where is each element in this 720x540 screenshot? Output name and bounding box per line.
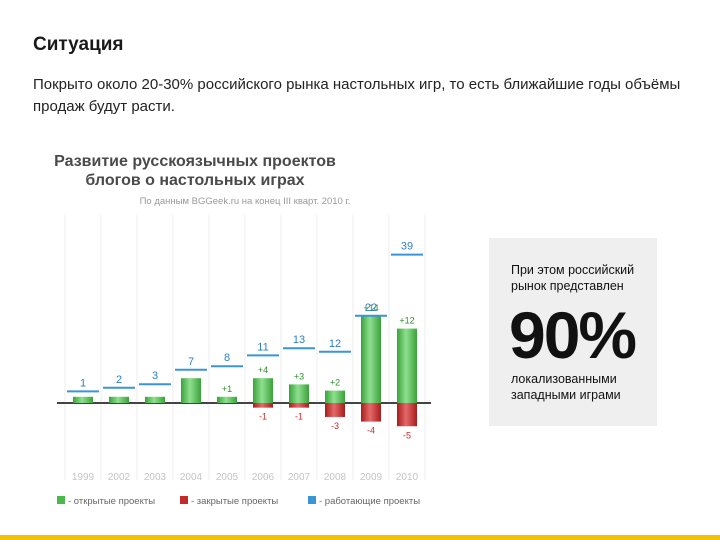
bar-closed-2007 [289,403,309,408]
label-working-2009: 22 [365,302,377,314]
chart-plot-area: 1 1999 2 2002 3 2003 7 2004 +1 8 2005 +4 -1 11 2006 +3 -… [57,215,431,507]
slide-text: Покрыто около 20-30% российского рынка н… [33,76,681,115]
bar-open-2009 [361,316,381,403]
x-tick-2002: 2002 [108,472,131,483]
callout-big-number: 90% [509,298,637,372]
legend-label-closed: - закрытые проекты [191,496,278,507]
bar-open-2004 [181,378,201,403]
x-tick-2009: 2009 [360,472,383,483]
bar-open-2002 [109,396,129,403]
bar-closed-2010 [397,403,417,427]
callout-bottom-text: локализованными западными играми [511,372,621,402]
chart-subtitle: По данным BGGeek.ru на конец III кварт. … [140,196,351,207]
label-working-2003: 3 [152,370,158,382]
label-working-2005: 8 [224,352,230,364]
bar-open-2003 [145,396,165,403]
label-open-2005: +1 [222,384,232,394]
legend-swatch-working [308,496,316,504]
label-working-2007: 13 [293,334,305,346]
bar-open-2006 [253,378,273,403]
bar-closed-2006 [253,403,273,408]
label-closed-2006: -1 [259,412,267,422]
x-tick-2004: 2004 [180,472,203,483]
label-working-2008: 12 [329,338,341,350]
bar-open-2005 [217,396,237,403]
label-open-2006: +4 [258,365,268,375]
x-tick-1999: 1999 [72,472,95,483]
side-callout: При этом российский рынок представлен 90… [489,238,657,426]
label-working-2006: 11 [257,341,268,353]
bar-open-2007 [289,384,309,403]
label-working-2004: 7 [188,356,194,368]
label-open-2009: +14 [363,303,378,313]
chart-title-line2: блогов о настольных играх [85,172,304,189]
slide-title: Ситуация [33,34,124,55]
label-closed-2009: -4 [367,426,375,436]
x-tick-2007: 2007 [288,472,311,483]
label-open-2008: +2 [330,378,340,388]
bar-closed-2008 [325,403,345,417]
label-working-2010: 39 [401,241,413,253]
label-closed-2010: -5 [403,430,411,440]
x-tick-2010: 2010 [396,472,419,483]
legend-swatch-open [57,496,65,504]
chart-title-line1: Развитие русскоязычных проектов [55,153,336,170]
bar-open-2008 [325,390,345,403]
label-closed-2007: -1 [295,412,303,422]
legend-label-open: - открытые проекты [68,496,155,507]
bar-closed-2009 [361,403,381,422]
chart: Развитие русскоязычных проектов блогов о… [55,140,445,520]
label-open-2007: +3 [294,371,304,381]
x-tick-2008: 2008 [324,472,347,483]
x-tick-2003: 2003 [144,472,167,483]
label-open-2010: +12 [399,316,414,326]
label-closed-2008: -3 [331,421,339,431]
x-tick-2006: 2006 [252,472,275,483]
callout-top-text: При этом российский рынок представлен [511,263,635,293]
legend-swatch-closed [180,496,188,504]
label-working-2002: 2 [116,374,122,386]
bar-open-2010 [397,328,417,403]
bar-open-1999 [73,396,93,403]
bottom-accent-bar [0,535,720,540]
chart-svg: Развитие русскоязычных проектов блогов о… [55,153,431,507]
legend-label-working: - работающие проекты [319,496,420,507]
x-tick-2005: 2005 [216,472,239,483]
label-working-1999: 1 [80,377,86,389]
